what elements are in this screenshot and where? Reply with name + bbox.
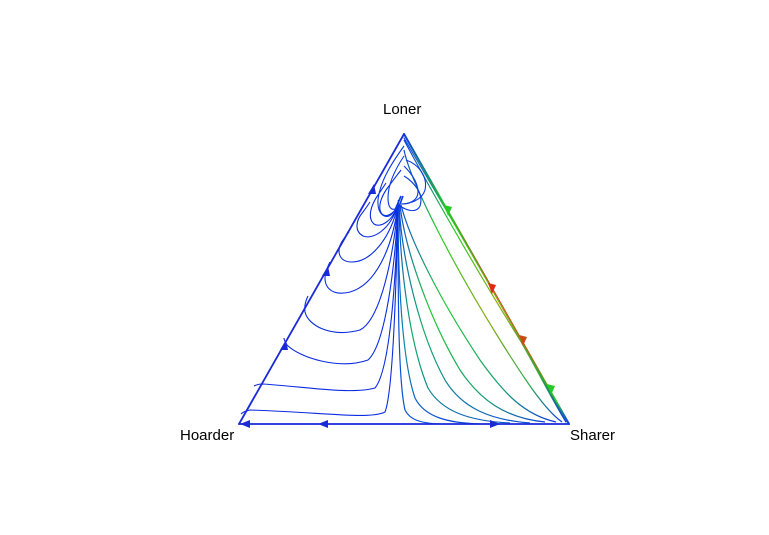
edge-right-inner	[403, 137, 567, 423]
spiral-line	[387, 155, 405, 210]
vertex-label-hoarder: Hoarder	[180, 427, 235, 444]
spiral-line	[394, 195, 402, 211]
flow-line	[397, 204, 481, 425]
arrow-right-icon	[490, 420, 500, 428]
vertex-label-sharer: Sharer	[570, 427, 616, 444]
flow-line	[403, 139, 567, 423]
flow-line	[400, 204, 557, 423]
arrow-down-icon	[488, 283, 496, 294]
arrow-down-icon	[519, 335, 527, 346]
flow-line	[283, 204, 399, 365]
arrow-down-icon	[444, 205, 452, 216]
flow-line	[397, 204, 441, 425]
flow-line	[379, 169, 402, 217]
flow-line	[398, 204, 511, 424]
flow-line	[369, 182, 399, 226]
arrow-down-icon	[547, 384, 555, 395]
spiral-line	[396, 195, 404, 213]
arrow-left-icon	[318, 420, 328, 428]
arrow-up-icon	[368, 184, 376, 194]
flow-line	[398, 204, 531, 424]
vertex-label-loner: Loner	[383, 101, 422, 118]
edge-left	[238, 133, 405, 425]
flow-line	[304, 204, 399, 334]
arrow-left-icon	[240, 420, 250, 428]
spiral-line	[400, 159, 427, 205]
flow-line	[356, 201, 399, 238]
flow-line	[253, 204, 399, 392]
flow-line	[403, 149, 563, 423]
flow-line	[324, 204, 399, 294]
spiral-line	[399, 175, 422, 212]
arrow-up-icon	[322, 266, 330, 276]
arrow-up-icon	[280, 340, 288, 350]
flow-line	[399, 204, 546, 423]
